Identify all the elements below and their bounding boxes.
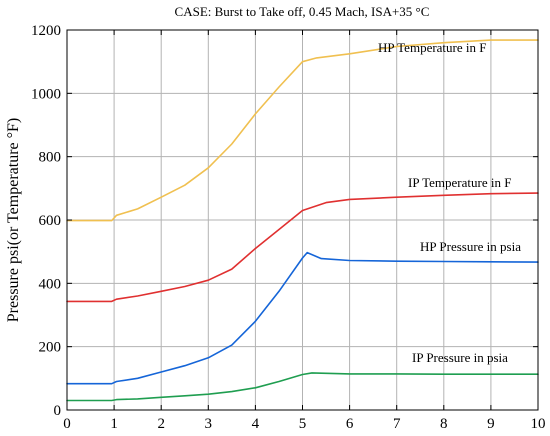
- x-tick-label: 0: [63, 416, 71, 432]
- y-tick-label: 0: [54, 403, 62, 419]
- x-tick-label: 7: [393, 416, 401, 432]
- series-line-0: [66, 39, 539, 222]
- x-tick-label: 10: [531, 416, 546, 432]
- series-annotation-0: HP Temperature in F: [378, 40, 487, 55]
- series-annotation-3: IP Pressure in psia: [412, 350, 508, 365]
- grid: [67, 30, 538, 410]
- series-line-1: [66, 192, 539, 303]
- y-tick-label: 1200: [31, 23, 61, 39]
- x-tick-label: 1: [110, 416, 118, 432]
- x-tick-label: 5: [299, 416, 307, 432]
- y-tick-label: 400: [39, 276, 62, 292]
- x-tick-label: 6: [346, 416, 354, 432]
- series-line-3: [66, 372, 539, 402]
- y-tick-label: 600: [39, 213, 62, 229]
- y-tick-label: 200: [39, 340, 62, 356]
- x-tick-label: 9: [487, 416, 495, 432]
- series-annotations: HP Temperature in F IP Temperature in F HP…: [378, 40, 521, 365]
- x-tick-label: 3: [205, 416, 213, 432]
- y-axis-label: Pressure psi(or Temperature °F): [5, 118, 22, 322]
- series-annotation-2: HP Pressure in psia: [420, 239, 521, 254]
- x-tick-label: 4: [252, 416, 260, 432]
- chart-title: CASE: Burst to Take off, 0.45 Mach, ISA+…: [175, 4, 430, 19]
- series-line-2: [66, 251, 539, 385]
- series-lines: [66, 39, 539, 402]
- y-tick-label: 800: [39, 150, 62, 166]
- y-tick-label: 1000: [31, 86, 61, 102]
- x-tick-label: 2: [157, 416, 165, 432]
- series-annotation-1: IP Temperature in F: [408, 175, 511, 190]
- ticks: 0 1 2 3 4 5 6 7 8 9 10 0 200 400 600 800 1000 1200: [31, 23, 546, 432]
- x-tick-label: 8: [440, 416, 448, 432]
